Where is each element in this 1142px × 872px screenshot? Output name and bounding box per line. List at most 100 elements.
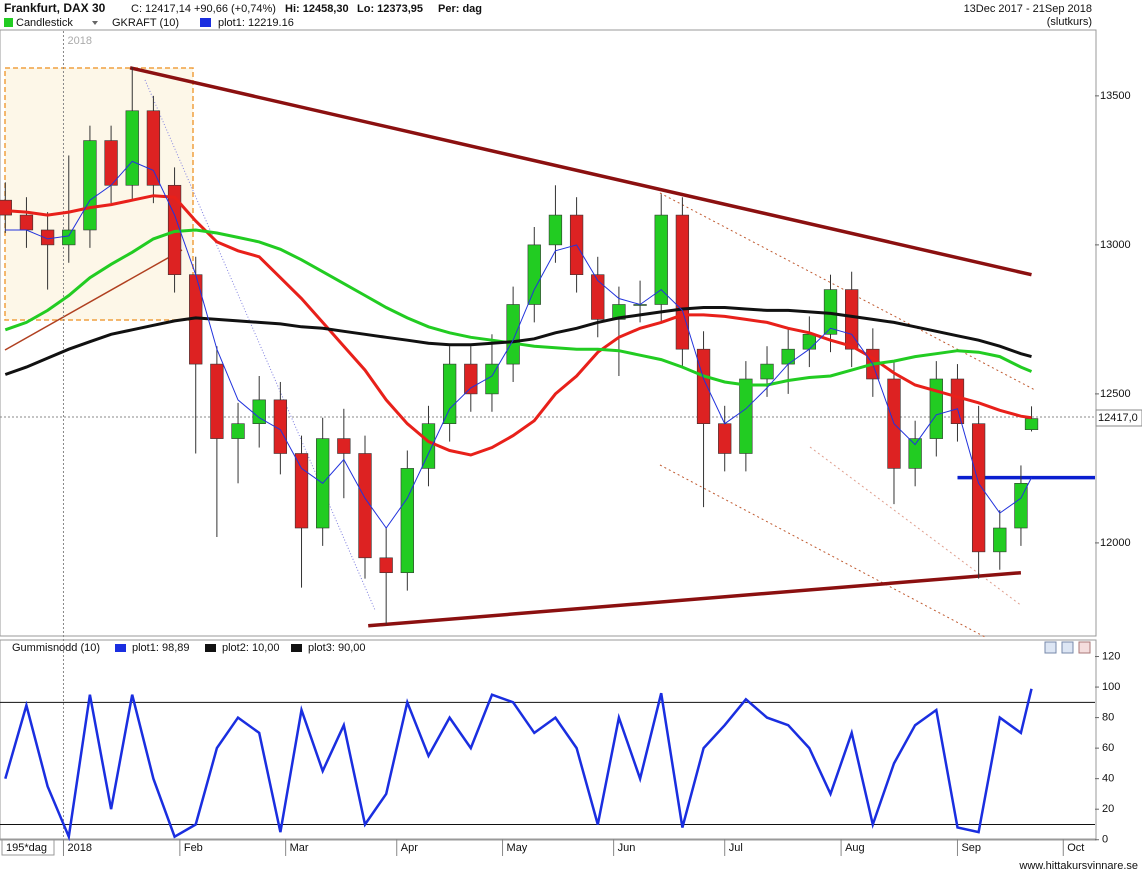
candle-body — [379, 557, 393, 574]
candle-body — [718, 423, 732, 454]
candle-body — [654, 214, 668, 305]
candle-body — [231, 423, 245, 439]
legend-swatch — [205, 644, 216, 652]
bar-count: 195*dag — [6, 842, 47, 854]
low-info: Lo: 12373,95 — [357, 3, 423, 15]
x-tick-label: Jul — [729, 842, 743, 854]
candle-body — [802, 333, 816, 350]
moving-average — [4, 306, 1032, 376]
y-tick-label: 80 — [1102, 712, 1114, 724]
last-price-box — [1095, 409, 1142, 427]
candle-body — [506, 304, 520, 365]
y-tick-label: 20 — [1102, 803, 1114, 815]
candle-body — [358, 453, 372, 559]
candle-body — [62, 229, 76, 246]
candle-body — [845, 289, 859, 350]
candle-body — [993, 527, 1007, 553]
candle-body — [527, 244, 541, 305]
candle-body — [739, 378, 753, 454]
x-tick-label: 2018 — [67, 842, 91, 854]
candle-body — [675, 214, 690, 350]
candle-body — [464, 363, 478, 395]
candle-body — [696, 348, 711, 424]
legend-swatch — [291, 644, 302, 652]
x-tick-label: Feb — [184, 842, 203, 854]
year-label: 2018 — [67, 35, 91, 47]
osc-legend: plot1: 98,89 — [132, 642, 190, 654]
moving-average — [4, 228, 1033, 387]
high-info: Hi: 12458,30 — [285, 3, 349, 15]
candle-body — [40, 229, 55, 246]
legend-entry[interactable]: Candlestick — [16, 17, 73, 29]
candle-body — [548, 214, 563, 246]
candle-body — [1014, 483, 1028, 529]
candle-body — [971, 423, 986, 553]
candle-body — [400, 468, 414, 574]
candle-body — [908, 438, 922, 469]
legend-swatch — [115, 644, 126, 652]
channel-line — [809, 446, 1023, 607]
close-button[interactable] — [1078, 641, 1091, 654]
moving-average — [5, 160, 1032, 529]
oscillator — [4, 688, 1033, 842]
candle-body — [781, 348, 795, 365]
legend-entry[interactable]: GKRAFT (10) — [112, 17, 179, 29]
legend-swatch — [4, 18, 13, 27]
y-tick-label: 120 — [1102, 650, 1120, 662]
y-tick-label: 40 — [1102, 773, 1114, 785]
moving-average — [5, 194, 1032, 457]
osc-panel — [0, 639, 1097, 841]
guide-line — [144, 79, 376, 611]
dropdown[interactable] — [92, 21, 98, 25]
last-price-label: 12417,0 — [1098, 412, 1138, 424]
legend-swatch — [200, 18, 211, 27]
close-info: C: 12417,14 +90,66 (+0,74%) — [131, 3, 276, 15]
x-tick-label: Jun — [618, 842, 636, 854]
panel-button[interactable] — [1061, 641, 1074, 654]
candle-body — [273, 399, 288, 454]
x-tick-label: Sep — [961, 842, 981, 854]
y-tick-label: 12000 — [1100, 537, 1131, 549]
legend-entry[interactable]: plot1: 12219.16 — [218, 17, 294, 29]
candle-body — [104, 140, 118, 186]
channel-line — [659, 464, 986, 638]
candle-body — [337, 438, 351, 454]
candle-body — [929, 378, 943, 439]
candle-body — [591, 274, 605, 320]
date-range: 13Dec 2017 - 21Sep 2018 — [964, 3, 1092, 15]
x-tick-label: Apr — [401, 842, 418, 854]
main-panel — [0, 29, 1097, 637]
candle-body — [210, 363, 224, 439]
period-info: Per: dag — [438, 3, 482, 15]
bars-box — [1, 839, 55, 856]
guide-line — [4, 249, 183, 351]
candle-body — [125, 110, 139, 186]
panel-button[interactable] — [1044, 641, 1057, 654]
candle-body — [950, 378, 965, 424]
trend-line — [129, 66, 1032, 277]
osc-legend: Gummisnodd (10) — [12, 642, 100, 654]
candle-body — [1024, 418, 1039, 430]
candle-body — [0, 199, 12, 216]
y-tick-label: 60 — [1102, 742, 1114, 754]
y-tick-label: 13500 — [1100, 90, 1131, 102]
trend-line — [368, 570, 1022, 628]
y-tick-label: 13000 — [1100, 239, 1131, 251]
candle-body — [19, 214, 34, 231]
candle-body — [146, 110, 161, 186]
candle-body — [442, 363, 457, 424]
x-tick-label: Mar — [290, 842, 309, 854]
x-tick-label: May — [507, 842, 528, 854]
candle-body — [760, 363, 774, 380]
candle-body — [421, 423, 436, 469]
candle-body — [294, 453, 309, 529]
y-tick-label: 0 — [1102, 834, 1108, 846]
y-tick-label: 100 — [1102, 681, 1120, 693]
osc-legend: plot3: 90,00 — [308, 642, 366, 654]
osc-legend: plot2: 10,00 — [222, 642, 280, 654]
x-tick-label: Aug — [845, 842, 865, 854]
title: Frankfurt, DAX 30 — [4, 1, 106, 15]
x-tick-label: Oct — [1067, 842, 1084, 854]
y-tick-label: 12500 — [1100, 388, 1131, 400]
site-credit: www.hittakursvinnare.se — [1018, 860, 1138, 872]
